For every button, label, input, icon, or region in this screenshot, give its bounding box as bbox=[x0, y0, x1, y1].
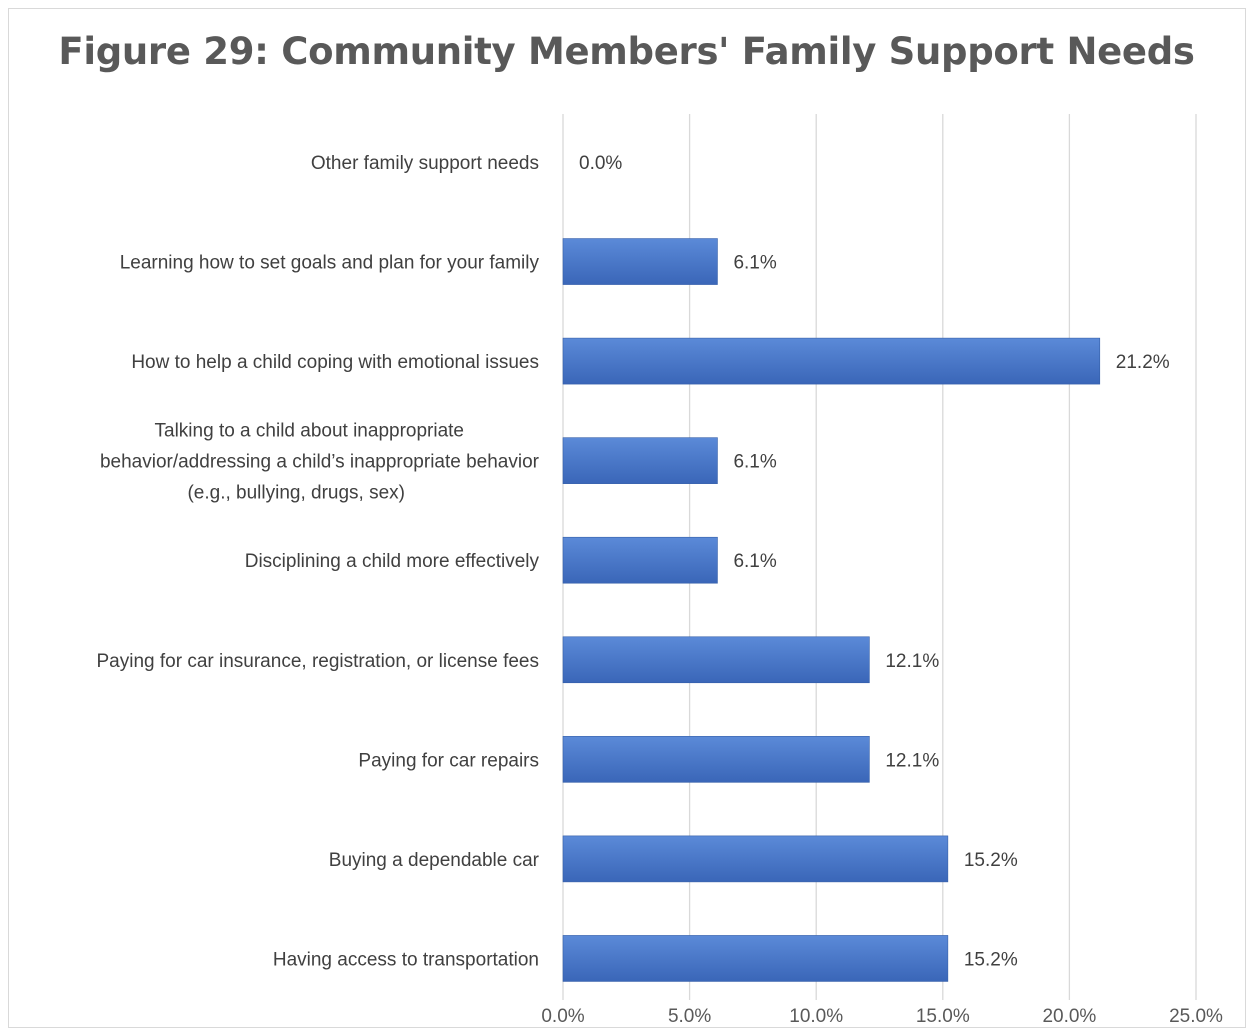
category-label-line: behavior/addressing a child’s inappropri… bbox=[100, 452, 540, 473]
category-label-line: (e.g., bullying, drugs, sex) bbox=[187, 483, 405, 504]
data-label: 6.1% bbox=[733, 551, 776, 572]
data-label: 0.0% bbox=[579, 153, 622, 174]
bar bbox=[562, 636, 870, 684]
category-label-line: Buying a dependable car bbox=[329, 850, 540, 871]
category-label: Paying for car insurance, registration, … bbox=[97, 651, 540, 672]
x-tick-label: 10.0% bbox=[789, 1006, 843, 1027]
chart-title: Figure 29: Community Members' Family Sup… bbox=[58, 30, 1195, 73]
data-label: 15.2% bbox=[964, 949, 1018, 970]
data-label: 12.1% bbox=[885, 651, 939, 672]
data-label: 6.1% bbox=[733, 452, 776, 473]
category-label: Other family support needs bbox=[311, 153, 539, 174]
data-label: 15.2% bbox=[964, 850, 1018, 871]
category-label-line: Learning how to set goals and plan for y… bbox=[120, 253, 540, 274]
category-label: Talking to a child about inappropriate be… bbox=[100, 421, 540, 504]
x-tick-label: 20.0% bbox=[1042, 1006, 1096, 1027]
data-label: 21.2% bbox=[1116, 352, 1170, 373]
category-label: Buying a dependable car bbox=[329, 850, 540, 871]
category-label-line: Paying for car repairs bbox=[358, 750, 539, 771]
category-label-line: Having access to transportation bbox=[273, 949, 539, 970]
bar bbox=[562, 238, 718, 285]
bar bbox=[562, 437, 718, 484]
bar bbox=[562, 736, 870, 783]
x-tick-label: 25.0% bbox=[1169, 1006, 1223, 1027]
bar bbox=[562, 935, 949, 982]
category-label: Having access to transportation bbox=[273, 949, 539, 970]
category-label-line: Disciplining a child more effectively bbox=[245, 551, 540, 572]
x-tick-label: 5.0% bbox=[668, 1006, 711, 1027]
category-label: Learning how to set goals and plan for y… bbox=[120, 253, 540, 274]
bar bbox=[562, 536, 718, 584]
category-label-line: Talking to a child about inappropriate bbox=[155, 421, 464, 442]
x-tick-label: 0.0% bbox=[541, 1006, 584, 1027]
category-label: Disciplining a child more effectively bbox=[245, 551, 540, 572]
bar bbox=[562, 835, 949, 883]
data-label: 12.1% bbox=[885, 750, 939, 771]
category-label-line: How to help a child coping with emotiona… bbox=[131, 352, 539, 373]
category-label-line: Paying for car insurance, registration, … bbox=[97, 651, 540, 672]
x-tick-label: 15.0% bbox=[916, 1006, 970, 1027]
bar bbox=[562, 337, 1101, 385]
data-label: 6.1% bbox=[733, 253, 776, 274]
category-label-line: Other family support needs bbox=[311, 153, 539, 174]
category-label: Paying for car repairs bbox=[358, 750, 539, 771]
category-label: How to help a child coping with emotiona… bbox=[131, 352, 539, 373]
